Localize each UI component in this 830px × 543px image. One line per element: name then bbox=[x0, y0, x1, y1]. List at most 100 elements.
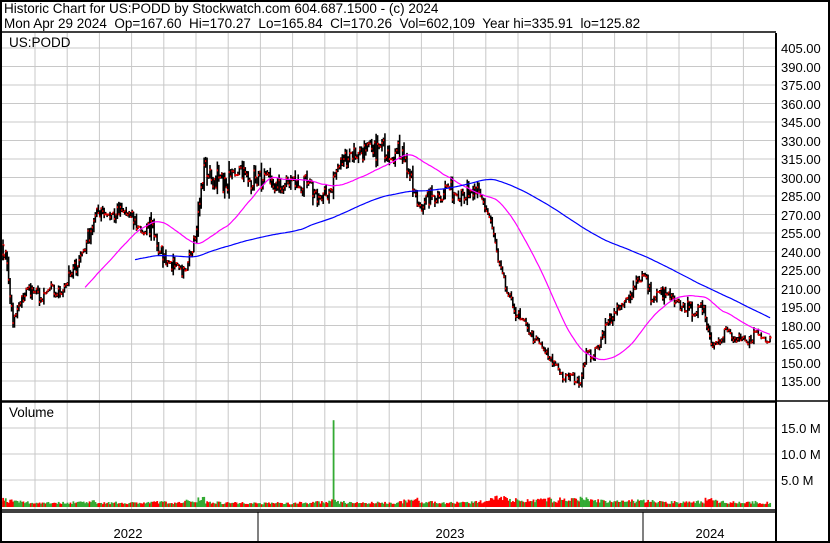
volume-bar bbox=[428, 501, 431, 507]
close-tick bbox=[651, 299, 654, 302]
volume-bar bbox=[547, 497, 550, 507]
close-tick bbox=[504, 287, 507, 290]
volume-bar bbox=[676, 502, 679, 507]
close-tick bbox=[529, 334, 532, 337]
close-tick bbox=[259, 170, 262, 173]
volume-bar bbox=[478, 501, 481, 507]
volume-bar bbox=[281, 503, 284, 507]
volume-bar bbox=[732, 501, 735, 507]
volume-bar bbox=[470, 501, 473, 507]
volume-bar bbox=[219, 501, 222, 507]
close-tick bbox=[550, 356, 553, 359]
close-tick bbox=[725, 326, 728, 329]
volume-bar bbox=[487, 501, 489, 507]
close-tick bbox=[581, 374, 584, 377]
volume-bar bbox=[475, 500, 478, 507]
volume-bar bbox=[234, 501, 236, 507]
volume-bar bbox=[616, 500, 619, 507]
close-tick bbox=[699, 305, 702, 308]
close-tick bbox=[450, 180, 453, 183]
close-tick bbox=[165, 263, 168, 266]
close-tick bbox=[479, 194, 482, 197]
close-tick bbox=[524, 318, 527, 321]
close-tick bbox=[632, 285, 635, 288]
close-tick bbox=[641, 274, 644, 277]
close-tick bbox=[769, 336, 772, 339]
volume-bar bbox=[250, 503, 253, 507]
volume-bar bbox=[719, 502, 722, 507]
close-tick bbox=[375, 158, 378, 161]
volume-bar bbox=[25, 502, 28, 507]
volume-bar bbox=[586, 498, 589, 507]
volume-bar bbox=[685, 501, 688, 507]
close-tick bbox=[16, 307, 19, 310]
close-tick bbox=[741, 337, 744, 340]
volume-bar bbox=[432, 503, 435, 507]
close-tick bbox=[665, 293, 668, 296]
close-tick bbox=[756, 330, 759, 333]
price-tick-label: 180.00 bbox=[781, 318, 821, 334]
close-tick bbox=[682, 303, 685, 306]
close-tick bbox=[675, 300, 678, 303]
close-tick bbox=[572, 372, 575, 375]
close-tick bbox=[432, 194, 435, 197]
close-tick bbox=[700, 302, 703, 305]
volume-bar bbox=[197, 497, 200, 507]
volume-bar bbox=[284, 504, 286, 507]
volume-bar bbox=[129, 502, 132, 507]
close-tick bbox=[59, 292, 62, 295]
close-tick bbox=[108, 213, 111, 216]
volume-bar bbox=[447, 503, 450, 507]
close-tick bbox=[293, 176, 296, 179]
close-tick bbox=[93, 219, 96, 222]
close-tick bbox=[412, 188, 415, 191]
volume-bar bbox=[328, 500, 331, 507]
close-tick bbox=[24, 295, 27, 298]
close-tick bbox=[83, 249, 86, 252]
close-tick bbox=[193, 236, 196, 239]
volume-bar bbox=[341, 502, 344, 507]
close-tick bbox=[66, 282, 69, 285]
volume-bar bbox=[760, 503, 763, 507]
close-tick bbox=[330, 188, 333, 191]
volume-bar bbox=[332, 420, 335, 507]
volume-bar bbox=[68, 504, 70, 507]
close-tick bbox=[443, 193, 446, 196]
close-tick bbox=[527, 326, 530, 329]
volume-bar bbox=[661, 501, 664, 507]
volume-bar bbox=[335, 501, 338, 507]
volume-bar bbox=[44, 503, 47, 507]
volume-bar bbox=[390, 502, 392, 507]
close-tick bbox=[434, 201, 437, 204]
close-tick bbox=[478, 190, 481, 193]
close-tick bbox=[63, 285, 66, 288]
close-tick bbox=[587, 350, 590, 353]
volume-bar bbox=[229, 503, 232, 507]
close-tick bbox=[350, 151, 353, 154]
volume-bar bbox=[578, 501, 580, 507]
close-tick bbox=[68, 271, 71, 274]
volume-bar bbox=[500, 496, 503, 507]
volume-bar bbox=[442, 502, 445, 507]
volume-bar bbox=[85, 502, 88, 507]
volume-bar bbox=[454, 503, 457, 507]
close-tick bbox=[634, 287, 637, 290]
volume-bar bbox=[16, 500, 19, 507]
close-tick bbox=[13, 314, 16, 317]
close-tick bbox=[241, 177, 244, 180]
volume-bar bbox=[175, 503, 178, 507]
volume-bar bbox=[323, 503, 326, 507]
close-tick bbox=[668, 291, 671, 294]
close-tick bbox=[594, 346, 597, 349]
volume-bar bbox=[736, 503, 739, 507]
volume-bar bbox=[482, 502, 485, 507]
volume-bar bbox=[312, 501, 314, 507]
volume-bar bbox=[348, 501, 351, 507]
volume-bar bbox=[163, 501, 166, 507]
close-tick bbox=[55, 294, 58, 297]
close-tick bbox=[385, 155, 388, 158]
volume-bar bbox=[384, 501, 386, 507]
volume-bar bbox=[285, 502, 288, 507]
close-tick bbox=[199, 202, 202, 205]
close-tick bbox=[410, 173, 413, 176]
